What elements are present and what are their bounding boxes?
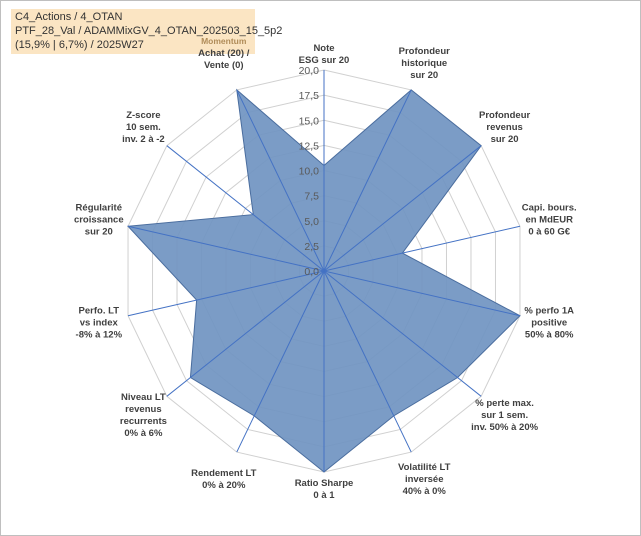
axis-spoke — [323, 225, 521, 272]
category-label-line: Profondeur — [479, 110, 530, 121]
category-label-line: Perfo. LT — [79, 305, 120, 316]
category-label-line: revenus — [125, 404, 161, 415]
category-label-line: sur 1 sem. — [481, 410, 528, 421]
axis-spoke — [166, 145, 325, 272]
tick-label: 0,0 — [304, 266, 319, 278]
axis-spoke — [323, 270, 482, 397]
axis-spoke — [127, 270, 325, 317]
category-label-line: Niveau LT — [121, 392, 166, 403]
category-label: % perfo 1A positive 50% à 80% — [524, 305, 574, 340]
category-label-line: Note — [313, 43, 334, 54]
header-line-3: (15,9% | 6,7%) / 2025W27 — [15, 39, 144, 51]
category-label: Volatilité LT inversée 40% à 0% — [398, 462, 451, 497]
category-label: Niveau LT revenus recurrents 0% à 6% — [120, 392, 167, 439]
category-label: Régularité croissance sur 20 — [74, 203, 124, 238]
axis-spoke — [323, 270, 521, 317]
category-label: % perte max. sur 1 sem. inv. 50% à 20% — [471, 398, 538, 433]
category-subtitle: Momentum — [201, 36, 247, 46]
radial-tick-labels: 0,0 2,5 5,0 7,5 10,0 12,5 15,0 17,5 20,0 — [299, 65, 320, 278]
category-label: Z-score 10 sem. inv. 2 à -2 — [122, 110, 165, 145]
tick-label: 2,5 — [304, 241, 319, 253]
category-label-line: inversée — [405, 474, 444, 485]
category-label-line: sur 20 — [410, 70, 438, 81]
category-label: Profondeur revenus sur 20 — [479, 110, 530, 145]
category-label-line: sur 20 — [491, 134, 519, 145]
category-label-line: % perfo 1A — [524, 305, 574, 316]
axis-spoke — [323, 145, 482, 272]
category-label-line: Profondeur — [399, 46, 450, 57]
category-label-line: recurrents — [120, 416, 167, 427]
category-label-line: Achat (20) / — [198, 48, 250, 59]
category-label: Rendement LT 0% à 20% — [191, 468, 256, 491]
axis-spoke — [323, 270, 412, 453]
category-label-line: positive — [531, 317, 567, 328]
tick-label: 10,0 — [299, 166, 320, 178]
category-label-line: 0% à 20% — [202, 480, 246, 491]
category-label-line: Régularité — [76, 203, 122, 214]
header-line-2: PTF_28_Val / ADAMMixGV_4_OTAN_202503_15_… — [15, 25, 283, 37]
category-label-line: vs index — [80, 317, 119, 328]
category-label-line: historique — [401, 58, 447, 69]
category-label-line: Capi. bours. — [522, 203, 577, 214]
category-label-line: revenus — [486, 122, 522, 133]
category-label: Perfo. LT vs index -8% à 12% — [76, 305, 123, 340]
category-label-line: 40% à 0% — [403, 486, 447, 497]
axis-spoke — [127, 225, 325, 272]
category-label-line: Rendement LT — [191, 468, 256, 479]
tick-label: 20,0 — [299, 65, 320, 77]
axis-spoke — [236, 270, 325, 453]
category-label: Note ESG sur 20 — [299, 43, 350, 66]
category-label-line: ESG sur 20 — [299, 55, 350, 66]
axis-spoke — [166, 270, 325, 397]
tick-label: 12,5 — [299, 140, 320, 152]
category-label-line: 10 sem. — [126, 122, 161, 133]
category-label-line: 0 à 1 — [313, 490, 335, 501]
tick-label: 5,0 — [304, 216, 319, 228]
tick-label: 15,0 — [299, 115, 320, 127]
category-label-line: croissance — [74, 215, 124, 226]
category-label: Profondeur historique sur 20 — [399, 46, 450, 81]
category-label-line: sur 20 — [85, 227, 113, 238]
category-label-line: % perte max. — [475, 398, 534, 409]
category-label-line: Vente (0) — [204, 60, 244, 71]
header-line-1: C4_Actions / 4_OTAN — [15, 11, 123, 23]
axis-spoke — [323, 89, 412, 272]
category-label-line: en MdEUR — [525, 215, 573, 226]
tick-label: 17,5 — [299, 90, 320, 102]
portfolio-header: C4_Actions / 4_OTAN PTF_28_Val / ADAMMix… — [11, 9, 283, 54]
axis-spokes — [127, 70, 521, 472]
category-label-line: inv. 2 à -2 — [122, 134, 165, 145]
category-label-line: 0 à 60 G€ — [528, 227, 570, 238]
category-label-line: 0% à 6% — [124, 428, 163, 439]
category-label-line: -8% à 12% — [76, 329, 123, 340]
tick-label: 7,5 — [304, 191, 319, 203]
category-label-line: Z-score — [126, 110, 160, 121]
category-label-line: Volatilité LT — [398, 462, 451, 473]
category-label-line: Ratio Sharpe — [295, 478, 354, 489]
axis-spoke — [236, 89, 325, 272]
category-label-line: 50% à 80% — [525, 329, 574, 340]
category-label: Ratio Sharpe 0 à 1 — [295, 478, 354, 501]
category-label: Momentum Achat (20) / Vente (0) — [198, 36, 250, 71]
category-label-line: inv. 50% à 20% — [471, 422, 538, 433]
category-label: Capi. bours. en MdEUR 0 à 60 G€ — [522, 203, 577, 238]
